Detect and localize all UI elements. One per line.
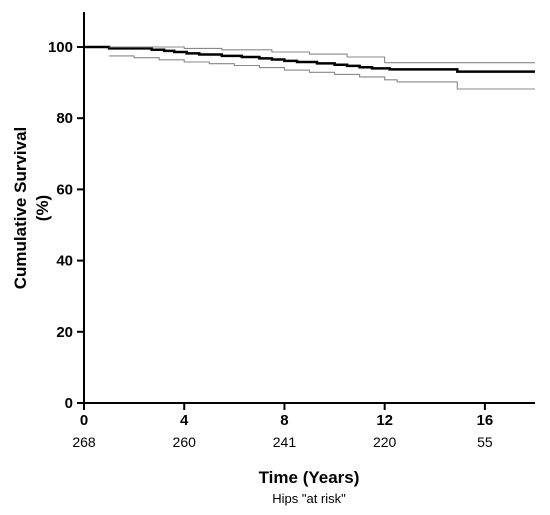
y-tick-label-100: 100 (48, 39, 73, 56)
at-risk-count-8: 241 (273, 434, 297, 450)
y-axis-title-line1: Cumulative Survival (11, 127, 30, 290)
x-tick-label-4: 4 (180, 412, 189, 429)
at-risk-count-16: 55 (477, 434, 493, 450)
x-tick-label-8: 8 (280, 412, 288, 429)
y-tick-label-80: 80 (56, 110, 73, 127)
axis-ticks (77, 47, 485, 410)
x-axis-title: Time (Years) (259, 468, 360, 487)
x-tick-label-12: 12 (376, 412, 393, 429)
series-estimate-line (84, 47, 535, 72)
y-axis-title: Cumulative Survival (%) (11, 127, 52, 290)
x-tick-label-0: 0 (80, 412, 88, 429)
y-axis-title-line2: (%) (33, 195, 52, 221)
at-risk-count-0: 268 (72, 434, 96, 450)
at-risk-count-4: 260 (173, 434, 197, 450)
y-tick-label-60: 60 (56, 181, 73, 198)
x-tick-label-16: 16 (477, 412, 494, 429)
at-risk-count-12: 220 (373, 434, 397, 450)
plot-lines (84, 47, 535, 89)
y-tick-label-0: 0 (65, 395, 73, 412)
tick-labels: 0 20 40 60 80 100 0 4 8 12 16 (48, 39, 493, 429)
at-risk-counts: 268 260 241 220 55 (72, 434, 493, 450)
at-risk-caption: Hips "at risk" (272, 491, 346, 506)
y-tick-label-20: 20 (56, 324, 73, 341)
y-tick-label-40: 40 (56, 253, 73, 270)
